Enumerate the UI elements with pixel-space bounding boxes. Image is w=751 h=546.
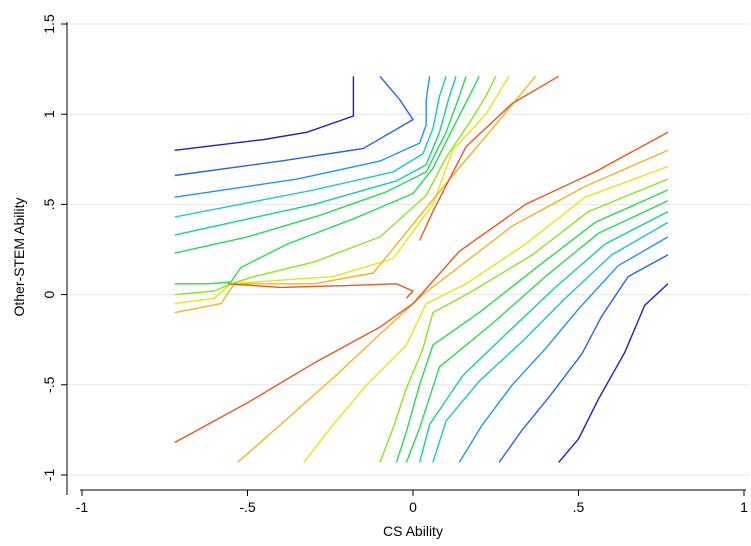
y-tick-label: 0 (41, 290, 57, 298)
x-tick-label: .5 (573, 499, 585, 515)
contour-line (174, 131, 669, 444)
contour-line (418, 75, 559, 241)
y-tick-label: 1 (41, 110, 57, 118)
y-tick-label: 1.5 (41, 14, 57, 34)
x-tick-label: -.5 (239, 499, 256, 515)
contour-line (174, 76, 467, 254)
x-tick-label: 0 (409, 499, 417, 515)
y-tick-label: -.5 (41, 376, 57, 393)
contour-line (174, 76, 355, 151)
contour-line (174, 75, 414, 177)
y-tick-label: -1 (41, 469, 57, 482)
x-tick-label: 1 (740, 499, 748, 515)
contour-line (174, 76, 447, 218)
contour-line (379, 178, 669, 463)
contour-line (395, 189, 669, 463)
contour-line (174, 75, 480, 285)
contour-line (237, 149, 669, 463)
x-axis-title: CS Ability (383, 523, 443, 539)
y-axis-title: Other-STEM Ability (11, 197, 27, 316)
contour-line (174, 76, 431, 198)
grid-lines (68, 23, 750, 476)
contour-line (174, 75, 510, 305)
contour-line (498, 254, 669, 463)
contour-line (558, 283, 669, 463)
contour-line (174, 76, 457, 236)
x-tick-label: -1 (76, 499, 89, 515)
contour-line (303, 165, 669, 463)
y-tick-label: .5 (41, 198, 57, 210)
axes: -1 -.5 0 .5 1 1.5 -1 -.5 0 .5 1 (41, 14, 748, 515)
contour-line (418, 210, 669, 463)
contour-line (227, 283, 414, 299)
contour-line (174, 75, 537, 314)
contour-line (405, 200, 669, 463)
contour-line (174, 75, 497, 296)
contour-line (432, 221, 669, 463)
contour-line (458, 236, 669, 463)
plot-area (174, 75, 669, 463)
